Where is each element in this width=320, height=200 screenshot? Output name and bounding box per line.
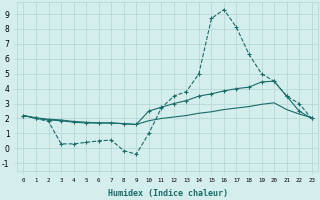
X-axis label: Humidex (Indice chaleur): Humidex (Indice chaleur) — [108, 189, 228, 198]
